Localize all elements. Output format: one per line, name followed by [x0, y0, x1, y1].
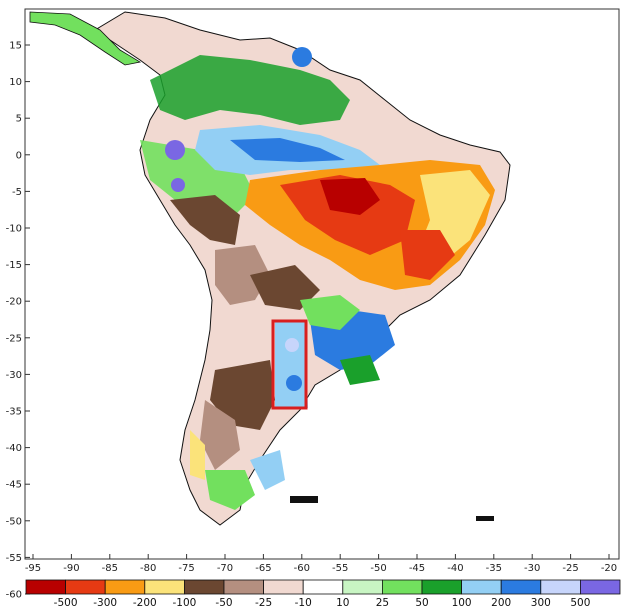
y-tick-label: -20	[6, 297, 22, 308]
y-tick-label: 10	[9, 77, 22, 88]
colorbar-legend: -500 -300 -200 -100 -50 -25 -10 10 25 50 100 200 300…	[25, 579, 621, 609]
colorbar-swatch	[580, 579, 621, 595]
x-tick-label: -80	[140, 563, 156, 574]
x-tick-label: -30	[524, 563, 540, 574]
colorbar-label: 200	[491, 597, 511, 609]
colorbar-label: -100	[172, 597, 196, 609]
colorbar-swatch	[421, 579, 462, 595]
longitude-axis: -95 -90 -85 -80 -75 -70 -65 -60 -55 -50 -45 -40 -35 -…	[25, 554, 617, 574]
y-tick-label: -15	[6, 260, 22, 271]
x-tick-label: -40	[447, 563, 463, 574]
y-tick-label: -60	[6, 590, 22, 601]
y-tick-label: -30	[6, 370, 22, 381]
colorbar-swatch	[144, 579, 185, 595]
colorbar-label: 25	[376, 597, 389, 609]
y-tick-label: -5	[12, 187, 22, 198]
colorbar-label: 500	[570, 597, 590, 609]
colorbar-swatch	[263, 579, 304, 595]
colorbar-label: -25	[255, 597, 272, 609]
falkland-islands	[290, 496, 318, 503]
colorbar-swatch	[183, 579, 225, 595]
x-tick-label: -90	[63, 563, 79, 574]
colorbar-label: -300	[93, 597, 117, 609]
x-tick-label: -60	[294, 563, 310, 574]
colorbar-swatch	[302, 579, 344, 595]
anomaly-field	[140, 47, 495, 510]
colorbar-swatch	[25, 579, 66, 595]
x-tick-label: -70	[217, 563, 233, 574]
colorbar-label: 50	[415, 597, 428, 609]
latitude-axis: 15 10 5 0 -5 -10 -15 -20 -25 -30 -35 -40 -45 -50 -55 -6…	[6, 41, 30, 601]
colorbar-label: -50	[215, 597, 232, 609]
y-tick-label: -55	[6, 553, 22, 564]
colorbar-swatch	[104, 579, 146, 595]
colorbar-label: 100	[452, 597, 472, 609]
colorbar-label: -500	[54, 597, 78, 609]
x-tick-label: -65	[255, 563, 271, 574]
x-tick-label: -55	[332, 563, 348, 574]
colorbar-swatch	[65, 579, 106, 595]
colorbar-swatch	[461, 579, 502, 595]
y-tick-label: -35	[6, 407, 22, 418]
x-tick-label: -45	[409, 563, 425, 574]
x-tick-label: -25	[562, 563, 578, 574]
colorbar-swatch	[381, 579, 423, 595]
y-tick-label: -25	[6, 333, 22, 344]
colorbar-swatch	[500, 579, 542, 595]
y-tick-label: 5	[16, 114, 22, 125]
y-tick-label: -40	[6, 443, 22, 454]
x-tick-label: -35	[486, 563, 502, 574]
highlight-box	[271, 319, 308, 410]
colorbar-label: 10	[336, 597, 349, 609]
y-tick-label: -50	[6, 516, 22, 527]
south-georgia-island	[476, 516, 494, 521]
x-tick-label: -50	[370, 563, 386, 574]
colorbar-swatch	[223, 579, 264, 595]
colorbar-label: -200	[133, 597, 157, 609]
colorbar-swatch	[540, 579, 581, 595]
y-tick-label: 0	[16, 150, 22, 161]
x-tick-label: -85	[102, 563, 118, 574]
x-tick-label: -95	[25, 563, 41, 574]
x-tick-label: -75	[178, 563, 194, 574]
x-tick-label: -20	[601, 563, 617, 574]
colorbar-swatch	[342, 579, 383, 595]
y-tick-label: -45	[6, 480, 22, 491]
colorbar-label: -10	[295, 597, 312, 609]
central-america-landmass	[29, 11, 142, 66]
y-tick-label: -10	[6, 224, 22, 235]
y-tick-label: 15	[9, 41, 22, 52]
colorbar-label: 300	[531, 597, 551, 609]
